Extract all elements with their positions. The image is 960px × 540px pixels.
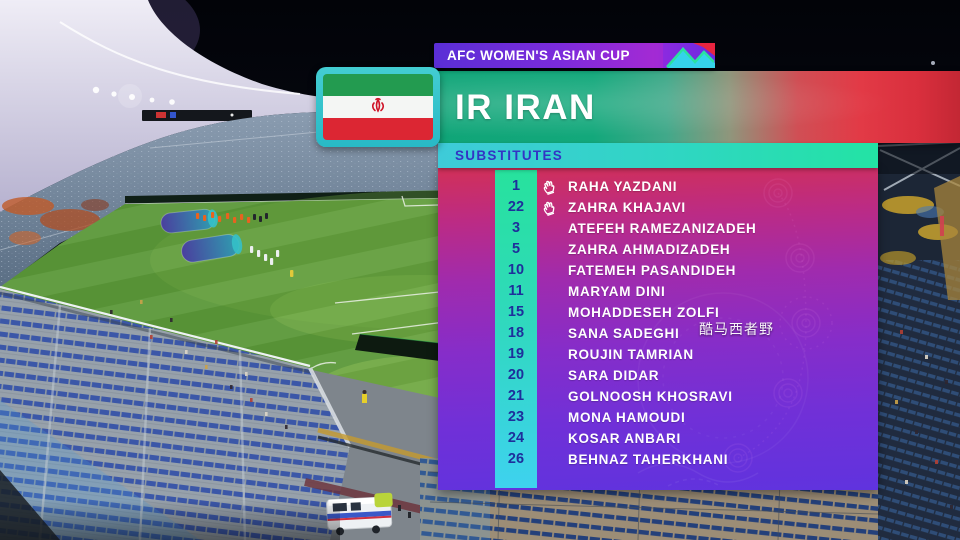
flag-card xyxy=(316,67,440,147)
player-row: 22 ZAHRA KHAJAVI xyxy=(438,197,878,218)
player-row: 23 MONA HAMOUDI xyxy=(438,407,878,428)
player-row: 20 SARA DIDAR xyxy=(438,365,878,386)
player-name: ATEFEH RAMEZANIZADEH xyxy=(568,221,757,236)
player-row: 10 FATEMEH PASANDIDEH xyxy=(438,260,878,281)
floodlight-glare xyxy=(92,84,175,108)
corner-walkway xyxy=(312,370,440,540)
player-name: SARA DIDAR xyxy=(568,368,660,383)
shirt-number: 10 xyxy=(507,262,525,278)
shirt-number: 21 xyxy=(507,388,525,404)
shirt-number: 26 xyxy=(507,451,525,467)
competition-title: AFC WOMEN'S ASIAN CUP xyxy=(447,48,630,63)
player-row: 19 ROUJIN TAMRIAN xyxy=(438,344,878,365)
player-row: 1 RAHA YAZDANI xyxy=(438,176,878,197)
competition-bar: AFC WOMEN'S ASIAN CUP xyxy=(434,43,715,68)
shirt-number: 3 xyxy=(511,220,521,236)
player-name: SANA SADEGHI xyxy=(568,326,680,341)
shirt-number: 23 xyxy=(507,409,525,425)
goalkeeper-glove-icon xyxy=(543,180,555,195)
player-row: 21 GOLNOOSH KHOSRAVI xyxy=(438,386,878,407)
team-banner: IR IRAN xyxy=(436,71,960,143)
player-row: 18 SANA SADEGHI xyxy=(438,323,878,344)
lower-stand xyxy=(0,289,350,540)
substitutes-panel: 1 RAHA YAZDANI 22 ZAHRA KHAJAVI 3 ATEFEH… xyxy=(438,168,878,490)
player-name: KOSAR ANBARI xyxy=(568,431,681,446)
medical-vehicle xyxy=(326,492,393,536)
scattered-spectators xyxy=(110,300,288,429)
list-title: SUBSTITUTES xyxy=(455,148,564,163)
player-name: ZAHRA AHMADIZADEH xyxy=(568,242,731,257)
goalkeeper-glove-icon xyxy=(543,201,555,216)
inflatable-tunnel xyxy=(160,208,243,263)
player-name: MARYAM DINI xyxy=(568,284,666,299)
player-row: 11 MARYAM DINI xyxy=(438,281,878,302)
shirt-number: 18 xyxy=(507,325,525,341)
iran-flag-icon xyxy=(323,74,433,140)
team-name: IR IRAN xyxy=(455,88,596,127)
player-rows: 1 RAHA YAZDANI 22 ZAHRA KHAJAVI 3 ATEFEH… xyxy=(438,176,878,470)
shirt-number: 19 xyxy=(507,346,525,362)
player-row: 5 ZAHRA AHMADIZADEH xyxy=(438,239,878,260)
player-name: GOLNOOSH KHOSRAVI xyxy=(568,389,733,404)
shirt-number: 5 xyxy=(511,241,521,257)
player-name: ZAHRA KHAJAVI xyxy=(568,200,686,215)
watermark-text: 酷马西者野 xyxy=(699,321,774,337)
shirt-number: 11 xyxy=(508,283,524,299)
steward xyxy=(362,394,367,403)
players-lineup xyxy=(196,212,294,277)
competition-bar-decor-icon xyxy=(663,43,715,68)
player-name: MONA HAMOUDI xyxy=(568,410,686,425)
shirt-number: 24 xyxy=(507,430,525,446)
player-name: BEHNAZ TAHERKHANI xyxy=(568,452,729,467)
iran-emblem-icon xyxy=(371,97,385,113)
player-row: 15 MOHADDESEH ZOLFI xyxy=(438,302,878,323)
crowd-orange xyxy=(2,197,109,245)
player-name: MOHADDESEH ZOLFI xyxy=(568,305,720,320)
player-name: FATEMEH PASANDIDEH xyxy=(568,263,737,278)
number-strip xyxy=(495,170,537,488)
shirt-number: 20 xyxy=(507,367,525,383)
player-name: RAHA YAZDANI xyxy=(568,179,678,194)
stadium-roof xyxy=(0,0,360,212)
shirt-number: 1 xyxy=(511,178,521,194)
player-row: 3 ATEFEH RAMEZANIZADEH xyxy=(438,218,878,239)
shirt-number: 15 xyxy=(507,304,525,320)
list-title-bar: SUBSTITUTES xyxy=(438,143,878,168)
player-name: ROUJIN TAMRIAN xyxy=(568,347,694,362)
shirt-number: 22 xyxy=(507,199,525,215)
player-row: 26 BEHNAZ TAHERKHANI xyxy=(438,449,878,470)
player-row: 24 KOSAR ANBARI xyxy=(438,428,878,449)
